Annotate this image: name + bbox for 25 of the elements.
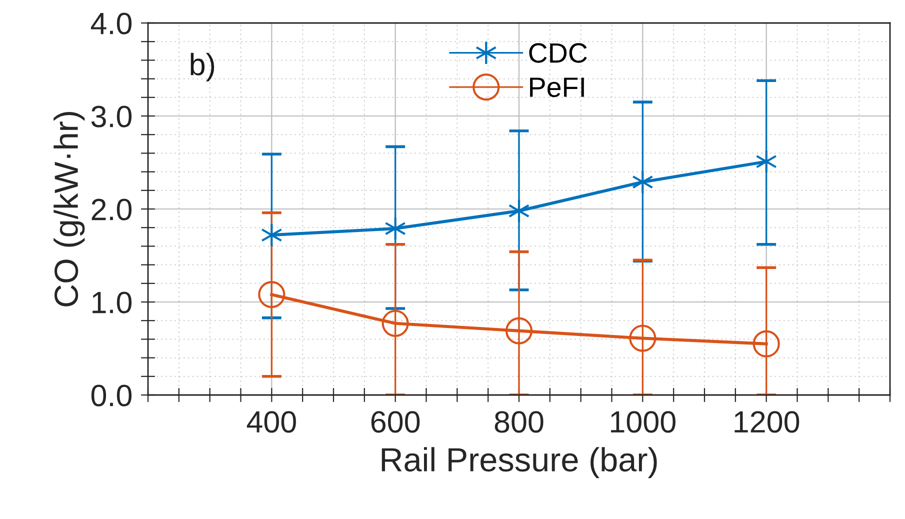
y-tick-label: 0.0 — [91, 384, 132, 406]
point — [382, 310, 409, 337]
legend-label: CDC — [529, 43, 587, 63]
point — [508, 198, 530, 224]
x-tick-label: 600 — [371, 411, 420, 433]
y-axis-title: CO (g/kW·hr) — [54, 112, 85, 306]
x-tick-label: 1200 — [734, 411, 800, 433]
y-tick-label: 3.0 — [91, 106, 132, 128]
annotation: b) — [190, 52, 214, 82]
x-tick-label: 400 — [246, 411, 296, 433]
x-axis-title: Rail Pressure (bar) — [382, 447, 657, 478]
point — [629, 324, 656, 352]
point — [505, 317, 533, 344]
point — [752, 330, 780, 358]
x-tick-label: 800 — [494, 411, 544, 433]
point — [384, 216, 406, 241]
legend-label: PeFI — [530, 78, 584, 98]
point — [261, 222, 282, 248]
x-tick-label: 1000 — [611, 411, 676, 433]
point — [258, 281, 286, 308]
y-tick-label: 2.0 — [92, 198, 132, 220]
y-tick-label: 4.0 — [90, 12, 132, 34]
y-tick-label: 1.0 — [92, 292, 132, 314]
point — [756, 149, 777, 174]
point — [632, 170, 654, 194]
